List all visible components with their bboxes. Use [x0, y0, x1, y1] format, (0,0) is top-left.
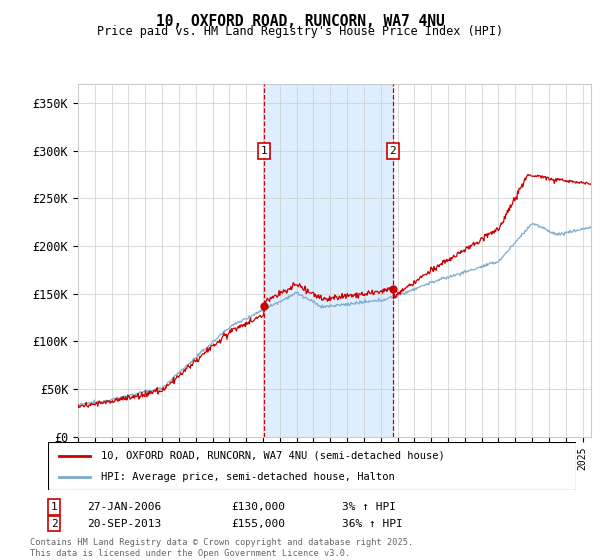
- Text: £155,000: £155,000: [231, 519, 285, 529]
- Text: 2: 2: [389, 146, 396, 156]
- Text: 20-SEP-2013: 20-SEP-2013: [87, 519, 161, 529]
- FancyBboxPatch shape: [48, 442, 576, 490]
- Text: 3% ↑ HPI: 3% ↑ HPI: [342, 502, 396, 512]
- Text: 36% ↑ HPI: 36% ↑ HPI: [342, 519, 403, 529]
- Text: HPI: Average price, semi-detached house, Halton: HPI: Average price, semi-detached house,…: [101, 472, 395, 482]
- Text: This data is licensed under the Open Government Licence v3.0.: This data is licensed under the Open Gov…: [30, 549, 350, 558]
- Text: Contains HM Land Registry data © Crown copyright and database right 2025.: Contains HM Land Registry data © Crown c…: [30, 538, 413, 547]
- Text: 2: 2: [50, 519, 58, 529]
- Bar: [264, 84, 393, 437]
- Text: 27-JAN-2006: 27-JAN-2006: [87, 502, 161, 512]
- Text: 10, OXFORD ROAD, RUNCORN, WA7 4NU: 10, OXFORD ROAD, RUNCORN, WA7 4NU: [155, 14, 445, 29]
- Text: £130,000: £130,000: [231, 502, 285, 512]
- Text: 1: 1: [50, 502, 58, 512]
- Text: 10, OXFORD ROAD, RUNCORN, WA7 4NU (semi-detached house): 10, OXFORD ROAD, RUNCORN, WA7 4NU (semi-…: [101, 451, 445, 461]
- Text: Price paid vs. HM Land Registry's House Price Index (HPI): Price paid vs. HM Land Registry's House …: [97, 25, 503, 38]
- Text: 1: 1: [261, 146, 268, 156]
